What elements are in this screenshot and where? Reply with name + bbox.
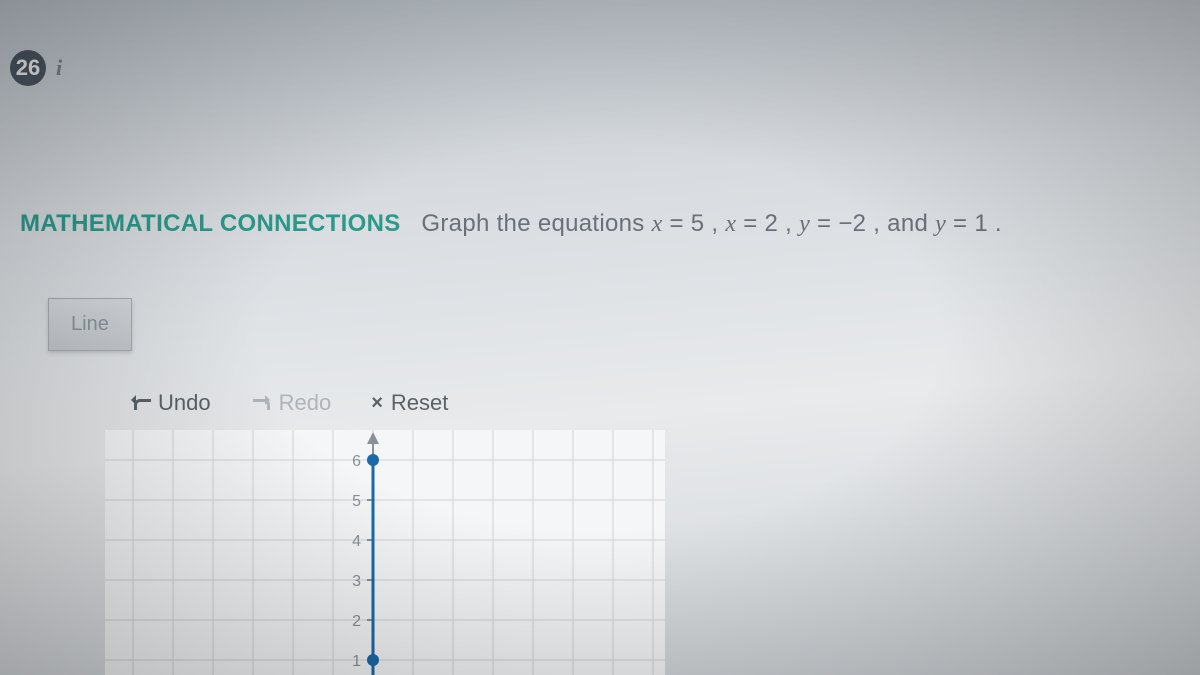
question-prompt: MATHEMATICAL CONNECTIONS Graph the equat… [20,210,1002,238]
grid-lines [105,430,665,675]
prompt-label: MATHEMATICAL CONNECTIONS [20,210,401,237]
period: . [988,210,1002,237]
question-header: 26 i [10,50,62,86]
eq3-var: y [799,211,810,237]
redo-label: Redo [279,390,332,416]
sep2: , [778,210,799,237]
reset-label: Reset [391,390,448,416]
graph-canvas[interactable]: 6 5 4 3 2 1 [105,430,665,675]
sep3: , and [866,210,935,237]
svg-text:5: 5 [352,493,361,510]
undo-icon [130,397,150,409]
question-number-badge: 26 [10,50,46,86]
svg-text:1: 1 [352,653,361,670]
eq4-val: = 1 [953,210,988,237]
svg-text:2: 2 [352,613,361,630]
eq4-var: y [935,211,946,237]
eq2-val: = 2 [743,210,778,237]
info-icon[interactable]: i [56,55,62,81]
reset-button[interactable]: × Reset [371,390,448,416]
plotted-line[interactable] [367,454,379,675]
graph-svg: 6 5 4 3 2 1 [105,430,665,675]
eq3-val: = −2 [817,210,866,237]
svg-text:3: 3 [352,573,361,590]
redo-button[interactable]: Redo [251,390,332,416]
prompt-text [407,210,421,237]
action-bar: Undo Redo × Reset [130,390,448,416]
svg-text:6: 6 [352,453,361,470]
tick-labels: 6 5 4 3 2 1 [352,453,373,670]
prompt-prefix: Graph the equations [421,210,651,237]
line-tool-button[interactable]: Line [48,298,132,351]
question-number: 26 [16,55,40,81]
eq1-val: = 5 [670,210,705,237]
redo-icon [251,397,271,409]
eq2-var: x [725,211,736,237]
tool-palette: Line [48,298,132,351]
undo-button[interactable]: Undo [130,390,211,416]
sep1: , [704,210,725,237]
svg-text:4: 4 [352,533,361,550]
eq1-var: x [652,211,663,237]
reset-icon: × [371,392,383,415]
undo-label: Undo [158,390,211,416]
